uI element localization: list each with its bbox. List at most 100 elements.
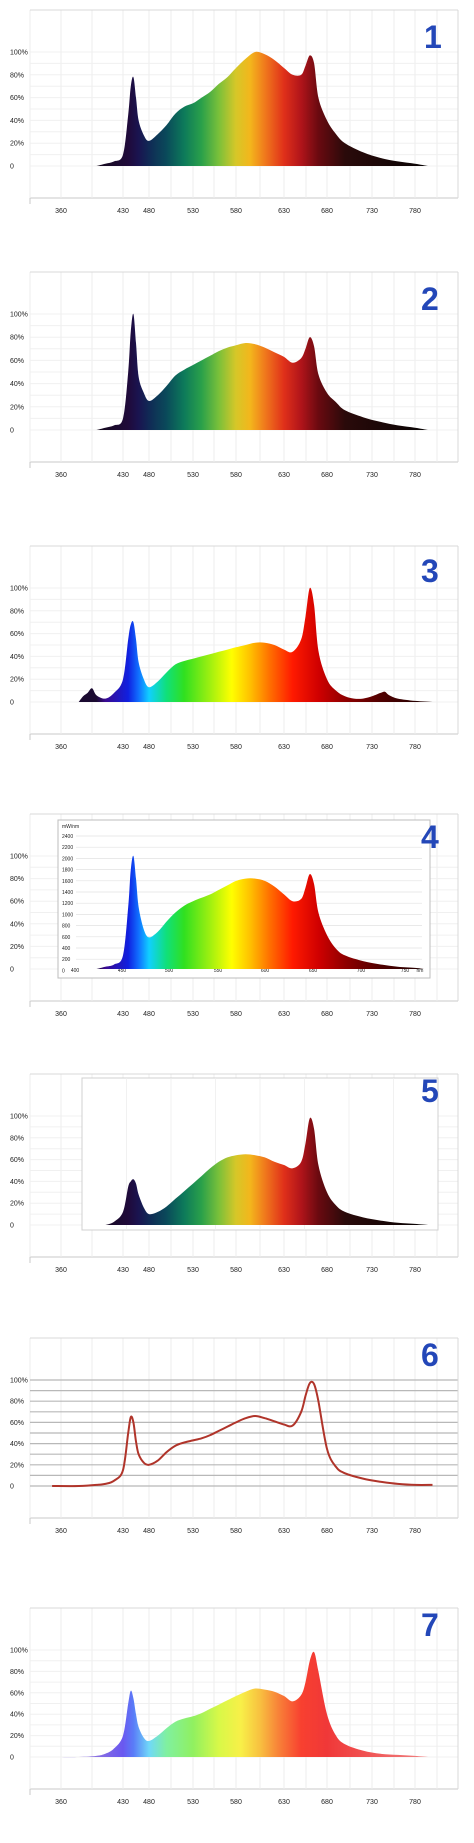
spectrum-chart-4: 0 20% 40% 60% 80% 100% 360 430 480 530 580 630 680 73…: [10, 813, 459, 1018]
x-tick-label: 360: [55, 1267, 67, 1274]
spectrum-chart-1: 0 20% 40% 60% 80% 100% 360 430 480 530 580 630 680 73…: [10, 9, 459, 215]
x-tick-label: 530: [187, 744, 199, 751]
y-tick-label: 100%: [10, 854, 28, 861]
inset-y-tick-label: 200: [62, 957, 71, 963]
x-tick-label: 580: [230, 744, 242, 751]
x-tick-label: 530: [187, 472, 199, 479]
y-tick-label: 40%: [10, 381, 24, 388]
inset-y-tick-label: 1600: [62, 879, 73, 885]
x-tick-label: 780: [409, 1011, 421, 1018]
x-tick-label: 680: [321, 472, 333, 479]
y-tick-label: 20%: [10, 677, 24, 684]
y-tick-label: 80%: [10, 608, 24, 615]
inset-y-tick-label: 2000: [62, 856, 73, 862]
inset-x-tick-label: 400: [71, 968, 80, 974]
x-tick-label: 360: [55, 744, 67, 751]
x-tick-label: 480: [143, 1799, 155, 1806]
y-tick-label: 100%: [10, 1648, 28, 1655]
y-tick-label: 20%: [10, 404, 24, 411]
x-tick-label: 530: [187, 1799, 199, 1806]
x-tick-label: 530: [187, 1528, 199, 1535]
inset-x-tick-label: 450: [118, 968, 127, 974]
inset-y-tick-label: 2200: [62, 845, 73, 851]
figure-label-2: 2: [421, 281, 439, 317]
spectrum-area-series: [96, 855, 424, 969]
x-tick-label: 680: [321, 208, 333, 215]
x-tick-label: 730: [366, 744, 378, 751]
x-tick-label: 580: [230, 1011, 242, 1018]
x-tick-label: 360: [55, 1011, 67, 1018]
x-tick-label: 480: [143, 1267, 155, 1274]
x-tick-label: 680: [321, 1267, 333, 1274]
figure-label-6: 6: [421, 1337, 439, 1373]
inset-y-tick-label: 2400: [62, 834, 73, 840]
y-tick-label: 0: [10, 967, 14, 974]
inset-y-tick-label: 1000: [62, 912, 73, 918]
y-tick-label: 20%: [10, 944, 24, 951]
y-tick-label: 0: [10, 1223, 14, 1230]
inset-y-axis-label: mW/nm: [62, 824, 79, 830]
x-tick-label: 360: [55, 1528, 67, 1535]
spectrum-chart-5: 0 20% 40% 60% 80% 100% 360 430 480 530 580 630 680 73…: [10, 1073, 459, 1274]
x-tick-label: 730: [366, 1799, 378, 1806]
y-tick-label: 40%: [10, 1179, 24, 1186]
x-tick-label: 630: [278, 208, 290, 215]
y-tick-label: 40%: [10, 1712, 24, 1719]
x-tick-label: 480: [143, 472, 155, 479]
x-tick-label: 580: [230, 208, 242, 215]
figure-label-3: 3: [421, 553, 439, 589]
figure-label-7: 7: [421, 1607, 439, 1643]
y-tick-label: 40%: [10, 1441, 24, 1448]
y-tick-label: 100%: [10, 312, 28, 319]
x-tick-label: 530: [187, 208, 199, 215]
y-tick-label: 60%: [10, 1690, 24, 1697]
x-tick-label: 630: [278, 472, 290, 479]
y-tick-label: 20%: [10, 1201, 24, 1208]
inset-y-tick-label: 400: [62, 946, 71, 952]
x-tick-label: 780: [409, 1799, 421, 1806]
x-tick-label: 780: [409, 1528, 421, 1535]
y-tick-label: 100%: [10, 586, 28, 593]
x-tick-label: 730: [366, 1011, 378, 1018]
x-tick-label: 730: [366, 1528, 378, 1535]
spectrum-chart-3: 0 20% 40% 60% 80% 100% 360 430 480 530 580 630 680 73…: [10, 545, 459, 751]
x-tick-label: 480: [143, 1011, 155, 1018]
y-tick-label: 20%: [10, 141, 24, 148]
figure-label-5: 5: [421, 1073, 439, 1109]
x-tick-label: 580: [230, 1528, 242, 1535]
y-tick-label: 60%: [10, 1157, 24, 1164]
x-tick-label: 360: [55, 1799, 67, 1806]
x-tick-label: 630: [278, 744, 290, 751]
y-tick-label: 80%: [10, 72, 24, 79]
y-tick-label: 40%: [10, 654, 24, 661]
inset-x-tick-label: 600: [261, 968, 270, 974]
y-tick-label: 60%: [10, 95, 24, 102]
x-tick-label: 680: [321, 1799, 333, 1806]
spectrum-chart-7: 0 20% 40% 60% 80% 100% 360 430 480 530 580 630 680 73…: [10, 1607, 459, 1806]
x-tick-label: 680: [321, 744, 333, 751]
x-tick-label: 530: [187, 1011, 199, 1018]
x-tick-label: 430: [117, 1267, 129, 1274]
x-tick-label: 530: [187, 1267, 199, 1274]
x-tick-label: 360: [55, 208, 67, 215]
y-tick-label: 100%: [10, 50, 28, 57]
y-tick-label: 0: [10, 428, 14, 435]
x-tick-label: 680: [321, 1528, 333, 1535]
y-tick-label: 60%: [10, 358, 24, 365]
y-tick-label: 0: [10, 1484, 14, 1491]
x-tick-label: 780: [409, 744, 421, 751]
y-tick-label: 100%: [10, 1114, 28, 1121]
spectrum-area-series: [78, 587, 433, 702]
y-tick-label: 0: [10, 164, 14, 171]
y-tick-label: 80%: [10, 1135, 24, 1142]
inset-x-tick-label: 750: [401, 968, 410, 974]
x-tick-label: 580: [230, 1799, 242, 1806]
inset-x-tick-label: 650: [309, 968, 318, 974]
x-tick-label: 430: [117, 472, 129, 479]
x-tick-label: 360: [55, 472, 67, 479]
x-tick-label: 430: [117, 1528, 129, 1535]
spectrum-area-series: [105, 1117, 429, 1225]
inset-y-tick-label: 1800: [62, 868, 73, 874]
x-tick-label: 430: [117, 1799, 129, 1806]
x-tick-label: 480: [143, 1528, 155, 1535]
